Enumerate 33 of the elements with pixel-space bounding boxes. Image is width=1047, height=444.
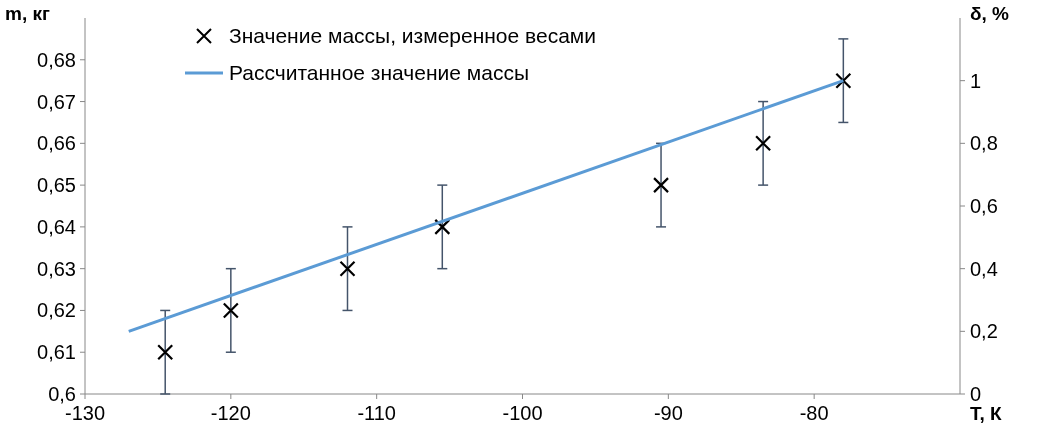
x-tick-label: -100 [502,402,543,424]
point [434,218,451,235]
y-tick-label: 0,62 [37,299,76,322]
y-tick-label: 0,63 [37,257,76,280]
y-axis-title: m, кг [5,3,50,24]
x-tick-label: -120 [210,402,251,424]
point [835,72,852,89]
point [222,302,239,319]
y2-tick-label: 1 [970,69,982,92]
y2-tick-label: 0,6 [970,195,998,217]
y2-tick-label: 0,2 [970,320,998,343]
point [755,135,772,152]
y2-tick-label: 0,4 [970,257,998,280]
y-tick-label: 0,6 [48,383,76,405]
y2-tick-label: 0 [970,383,982,405]
y2-axis-title: δ, % [970,3,1010,24]
x-tick-label: -90 [653,402,683,424]
y-tick-label: 0,61 [37,341,76,364]
legend-label: Рассчитанное значение массы [229,61,529,85]
y-tick-label: 0,67 [37,90,76,113]
x-tick-label: -130 [64,402,106,424]
y-tick-label: 0,64 [37,215,76,238]
point [652,177,670,194]
y-tick-label: 0,65 [37,174,76,197]
y-tick-label: 0,66 [37,132,76,155]
x-axis-title: T, К [970,403,1003,424]
y-tick-label: 0,68 [37,48,76,71]
y2-tick-label: 0,8 [970,132,998,155]
legend-label: Значение массы, измеренное весами [229,24,597,48]
point [339,260,356,277]
point [157,344,174,361]
x-tick-label: -110 [357,402,396,424]
x-tick-label: -80 [799,402,829,424]
